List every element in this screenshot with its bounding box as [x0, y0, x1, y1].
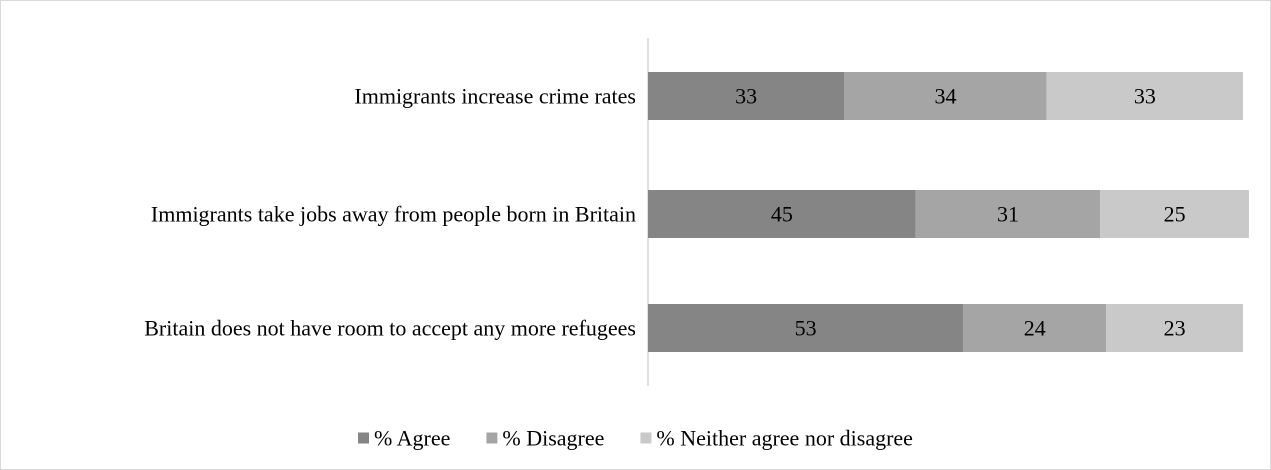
- bar-segment: [648, 304, 964, 352]
- bar-segment: [963, 304, 1107, 352]
- data-label: 31: [997, 202, 1019, 227]
- data-label: 25: [1164, 202, 1186, 227]
- data-label: 23: [1164, 316, 1186, 341]
- category-label: Immigrants increase crime rates: [354, 84, 636, 109]
- legend-swatch: [486, 432, 498, 444]
- bar-segment: [648, 190, 916, 238]
- bar-segment: [1100, 190, 1249, 238]
- data-label: 33: [735, 84, 757, 109]
- legend-swatch: [358, 432, 370, 444]
- bar-segment: [648, 72, 845, 120]
- data-label: 45: [771, 202, 793, 227]
- legend-label: % Agree: [374, 426, 450, 451]
- data-label: 24: [1024, 316, 1046, 341]
- bar-segment: [844, 72, 1047, 120]
- legend-label: % Disagree: [502, 426, 604, 451]
- data-label: 33: [1134, 84, 1156, 109]
- legend-swatch: [640, 432, 652, 444]
- bar-segment: [1106, 304, 1243, 352]
- bar-segment: [915, 190, 1101, 238]
- bar-segment: [1046, 72, 1243, 120]
- legend-label: % Neither agree nor disagree: [656, 426, 913, 451]
- category-label: Britain does not have room to accept any…: [144, 316, 636, 341]
- data-label: 53: [795, 316, 817, 341]
- category-label: Immigrants take jobs away from people bo…: [151, 202, 636, 227]
- data-label: 34: [935, 84, 957, 109]
